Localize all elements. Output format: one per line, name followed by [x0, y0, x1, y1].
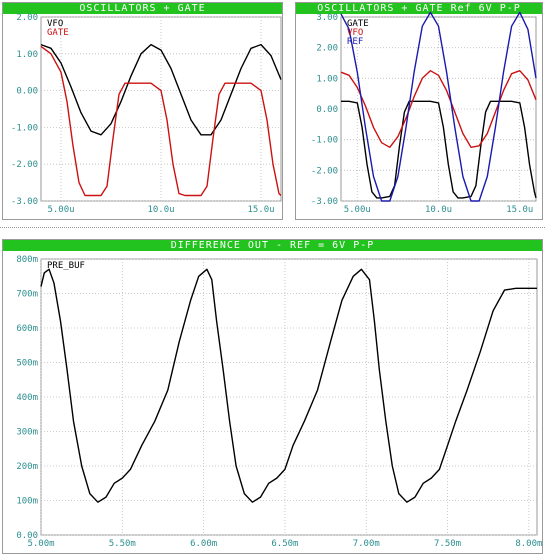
y-tick-label: 2.00 [316, 44, 338, 54]
y-tick-label: 0.00 [316, 105, 338, 115]
x-tick-label: 7.50m [434, 539, 461, 549]
y-tick-label: 1.00 [316, 74, 338, 84]
y-tick-label: 500m [16, 359, 38, 369]
y-tick-label: 0.00 [16, 87, 38, 97]
x-tick-label: 15.0u [506, 205, 533, 215]
x-tick-label: 5.00u [344, 205, 371, 215]
x-tick-label: 5.50m [109, 539, 136, 549]
legend-entry: VFO [347, 28, 363, 38]
legend-entry: REF [347, 37, 363, 47]
y-tick-label: 1.00 [16, 50, 38, 60]
chart-panel-difference-out: DIFFERENCE OUT - REF = 6V P-P 800m 700m 60… [2, 239, 543, 554]
series-line-pre_buf [40, 268, 537, 503]
x-tick-label: 6.50m [271, 539, 298, 549]
chart-title: OSCILLATORS + GATE Ref 6V P-P [296, 3, 542, 14]
y-tick-label: 3.00 [316, 13, 338, 23]
y-tick-label: -3.00 [11, 197, 38, 207]
series-line-gate [40, 45, 282, 197]
x-tick-label: 6.00m [190, 539, 217, 549]
y-tick-label: -2.00 [11, 160, 38, 170]
y-tick-label: -1.00 [311, 136, 338, 146]
y-tick-label: 2.00 [16, 13, 38, 23]
chart-panel-oscillators-gate-ref: OSCILLATORS + GATE Ref 6V P-P 3.00 2.00 1.… [295, 2, 543, 220]
y-tick-label: 200m [16, 462, 38, 472]
legend-entry: GATE [47, 28, 69, 38]
x-tick-label: 5.00u [47, 205, 74, 215]
y-tick-label: -3.00 [311, 197, 338, 207]
chart-panel-oscillators-gate: OSCILLATORS + GATE 2.00 1.00 0.00 -1.00 -2.0… [2, 2, 283, 220]
y-tick-label: 700m [16, 290, 38, 300]
chart-plot-oscillators-gate-ref: 3.00 2.00 1.00 0.00 -1.00 -2.00 -3.00 5.00u 10.0… [311, 11, 537, 215]
x-tick-label: 10.0u [425, 205, 452, 215]
legend-entry: VFO [47, 19, 63, 29]
x-tick-label: 10.0u [147, 205, 174, 215]
chart-plot-oscillators-gate: 2.00 1.00 0.00 -1.00 -2.00 -3.00 5.00u 10.0u 15.… [11, 13, 282, 215]
chart-title: DIFFERENCE OUT - REF = 6V P-P [3, 240, 542, 251]
y-tick-label: 600m [16, 324, 38, 334]
y-tick-label: 300m [16, 428, 38, 438]
y-tick-label: 100m [16, 497, 38, 507]
y-tick-label: -2.00 [311, 166, 338, 176]
y-tick-label: -1.00 [11, 123, 38, 133]
series-line-ref [340, 11, 537, 202]
x-tick-label: 7.00m [353, 539, 380, 549]
series-line-vfo [340, 69, 537, 149]
chart-plot-difference-out: 800m 700m 600m 500m 400m 300m 200m 100m 0.005.00… [16, 255, 542, 549]
legend-entry: PRE_BUF [47, 261, 85, 271]
y-tick-label: 0.00 [16, 531, 38, 541]
x-tick-label: 15.0u [247, 205, 274, 215]
series-line-gate [341, 100, 537, 199]
divider [0, 227, 545, 229]
x-tick-label: 5.00m [27, 539, 54, 549]
x-tick-label: 8.00m [515, 539, 542, 549]
plot-frame [40, 258, 538, 536]
y-tick-label: 400m [16, 393, 38, 403]
chart-title: OSCILLATORS + GATE [3, 3, 282, 14]
y-tick-label: 800m [16, 255, 38, 265]
series-line-vfo [40, 43, 282, 136]
legend-entry: GATE [347, 19, 369, 29]
